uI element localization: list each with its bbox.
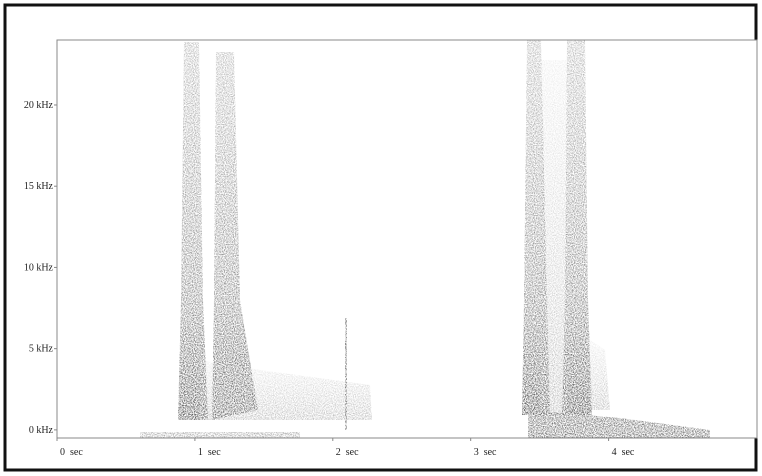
x-tick-label: 0 sec bbox=[60, 447, 83, 458]
energy bbox=[140, 40, 710, 438]
x-tick-label: 1 sec bbox=[198, 447, 221, 458]
y-tick-label: 10 kHz bbox=[24, 262, 54, 273]
plot-area bbox=[56, 39, 758, 439]
y-tick-label: 15 kHz bbox=[24, 181, 54, 192]
y-tick-label: 5 kHz bbox=[29, 344, 54, 355]
x-tick-label: 2 sec bbox=[336, 447, 359, 458]
x-tick-label: 4 sec bbox=[612, 447, 635, 458]
y-tick-label: 0 kHz bbox=[29, 425, 54, 436]
x-tick-label: 3 sec bbox=[474, 447, 497, 458]
y-tick-label: 20 kHz bbox=[24, 100, 54, 111]
